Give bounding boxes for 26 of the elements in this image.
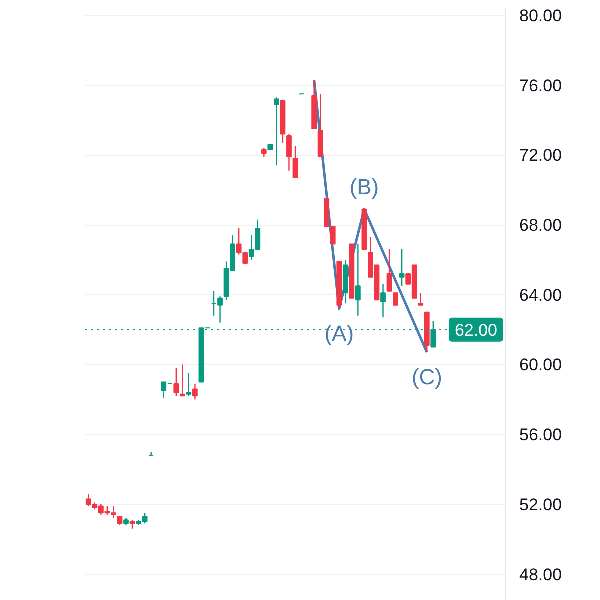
y-tick-label: 64.00 — [520, 286, 562, 305]
annotation: (C) — [412, 364, 442, 390]
annotation: (B) — [350, 174, 380, 200]
candlestick — [174, 368, 180, 397]
y-tick-label: 68.00 — [520, 216, 562, 236]
candlestick — [180, 364, 186, 397]
candlestick — [380, 284, 386, 318]
y-tick-label: 56.00 — [520, 426, 562, 445]
y-tick-label: 60.00 — [520, 356, 562, 375]
candlestick — [418, 292, 424, 306]
candlestick — [292, 146, 298, 178]
y-tick-label: 72.00 — [520, 146, 562, 166]
y-tick-label: 52.00 — [520, 495, 562, 514]
y-tick-label: 80.00 — [520, 6, 562, 26]
y-tick-label: 48.00 — [520, 565, 562, 584]
candlestick — [286, 134, 292, 172]
candlestick — [399, 248, 405, 287]
candlestick — [274, 96, 280, 166]
annotation: (A) — [324, 320, 354, 346]
candlestick — [393, 292, 398, 306]
candlestick — [192, 383, 198, 400]
candlestick — [386, 248, 392, 292]
y-tick-label: 76.00 — [520, 76, 562, 96]
candlestick — [355, 244, 361, 316]
candlestick — [186, 372, 192, 397]
ref-line-label: 62.00 — [454, 320, 498, 340]
